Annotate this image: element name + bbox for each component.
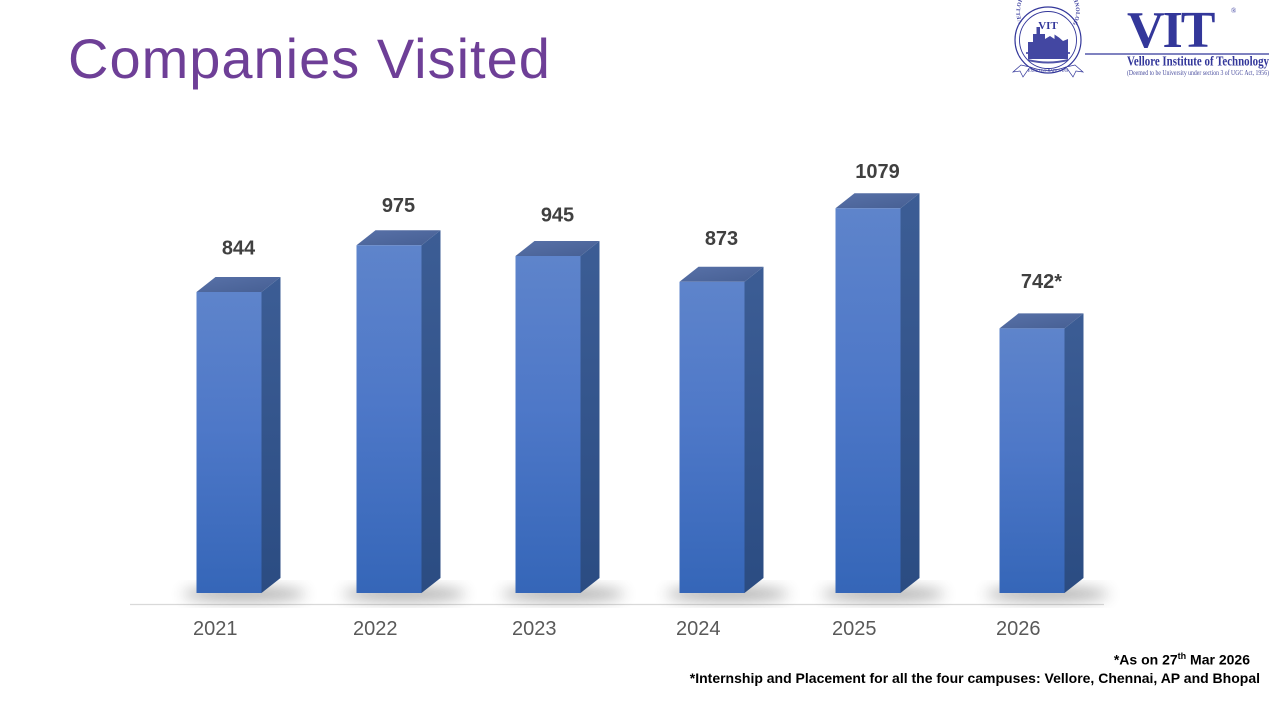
svg-text:2023: 2023	[512, 618, 557, 640]
svg-text:945: 945	[541, 205, 574, 227]
svg-text:Vellore Institute of Technolog: Vellore Institute of Technology	[1127, 55, 1269, 70]
svg-text:VIT: VIT	[1038, 20, 1058, 32]
svg-text:EXCELLO RATIO ANS: EXCELLO RATIO ANS	[1027, 68, 1069, 73]
svg-text:2025: 2025	[832, 618, 877, 640]
svg-text:742*: 742*	[1021, 271, 1062, 293]
svg-text:2026: 2026	[996, 618, 1041, 640]
svg-text:975: 975	[382, 195, 415, 217]
svg-text:2022: 2022	[353, 618, 398, 640]
svg-text:VIT: VIT	[1127, 2, 1215, 59]
svg-text:®: ®	[1231, 7, 1237, 15]
svg-text:1079: 1079	[855, 161, 900, 183]
svg-text:844: 844	[222, 238, 256, 260]
svg-text:(Deemed to be University under: (Deemed to be University under section 3…	[1127, 70, 1269, 77]
svg-text:2021: 2021	[193, 618, 238, 640]
svg-text:873: 873	[705, 228, 738, 250]
svg-text:2024: 2024	[676, 618, 721, 640]
